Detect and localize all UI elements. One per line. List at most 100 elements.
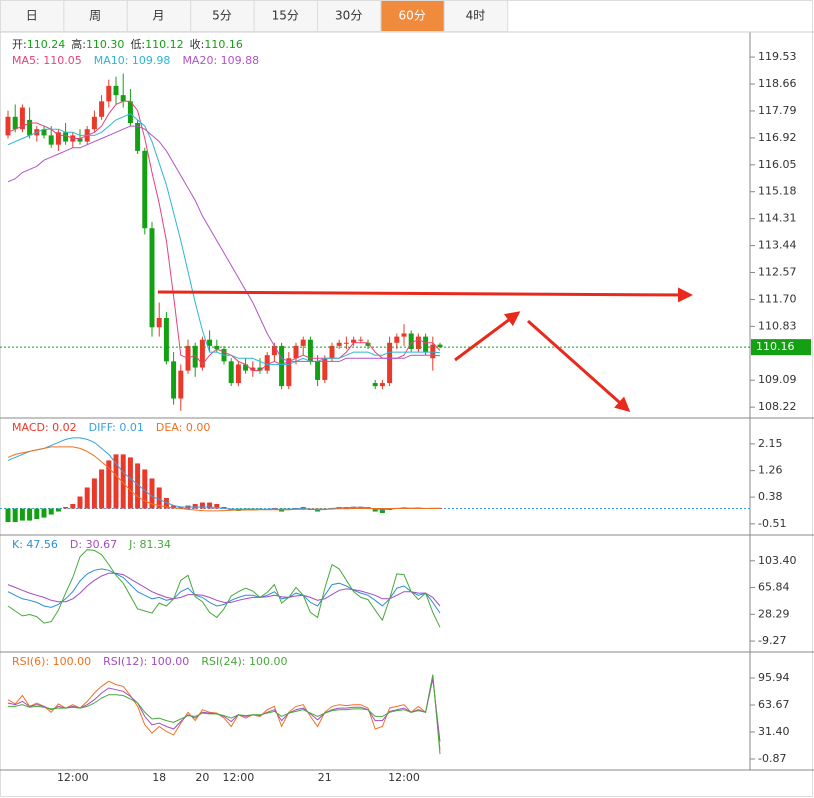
- tab-label[interactable]: 60分: [398, 9, 425, 23]
- legend-entry: DIFF: 0.01: [89, 421, 144, 434]
- tab-label[interactable]: 周: [89, 9, 101, 23]
- candle-body: [178, 370, 184, 399]
- ohlc-label: 高:: [71, 37, 86, 51]
- histogram-bar: [127, 457, 133, 509]
- y-tick-label: 110.83: [758, 319, 797, 332]
- histogram-bar: [178, 507, 184, 509]
- y-tick-label: 1.26: [758, 464, 783, 477]
- candle-body: [286, 358, 292, 387]
- histogram-bar: [63, 507, 69, 509]
- histogram-bar: [149, 478, 155, 509]
- ohlc-value: 110.24: [27, 38, 66, 51]
- candle-body: [106, 85, 112, 102]
- histogram-bar: [135, 463, 141, 509]
- histogram-bar: [5, 508, 11, 523]
- tab-label[interactable]: 30分: [335, 9, 362, 23]
- tab[interactable]: [380, 0, 445, 32]
- tab[interactable]: [317, 0, 382, 32]
- histogram-bar: [163, 498, 169, 509]
- histogram-bar: [379, 508, 385, 514]
- histogram-bar: [214, 504, 220, 509]
- tab[interactable]: [190, 0, 255, 32]
- histogram-bar: [12, 508, 18, 523]
- y-tick-label: -0.87: [758, 752, 786, 765]
- y-tick-label: 31.40: [758, 725, 790, 738]
- candle-body: [19, 107, 25, 130]
- x-tick-label: 12:00: [57, 771, 89, 784]
- histogram-bar: [77, 496, 83, 509]
- legend-entry: MACD: 0.02: [12, 421, 77, 434]
- candle-body: [271, 345, 277, 356]
- annotation-arrow: [527, 319, 631, 412]
- candle-body: [401, 333, 407, 337]
- candle-body: [142, 150, 148, 229]
- histogram-bar: [271, 507, 277, 509]
- x-tick-label: 21: [318, 771, 332, 784]
- tab-label[interactable]: 月: [152, 9, 164, 23]
- y-tick-label: -0.51: [758, 517, 786, 530]
- y-tick-label: 2.15: [758, 437, 783, 450]
- legend-entry: RSI(6): 100.00: [12, 655, 91, 668]
- candle-body: [336, 342, 342, 346]
- tab-label[interactable]: 4时: [466, 9, 486, 23]
- series-line: [7, 549, 441, 628]
- histogram-bar: [84, 487, 90, 509]
- ohlc-label: 低:: [130, 38, 145, 51]
- tab-label[interactable]: 5分: [212, 9, 232, 23]
- candle-body: [408, 333, 414, 349]
- tab[interactable]: [0, 0, 65, 32]
- ohlc-label: 收:: [190, 37, 205, 51]
- y-tick-label: 111.70: [758, 292, 797, 305]
- candle-body: [207, 339, 213, 346]
- candle-body: [156, 318, 162, 328]
- candle-body: [91, 116, 97, 130]
- candle-body: [423, 336, 429, 353]
- candle-body: [279, 345, 285, 387]
- x-tick-label: 18: [152, 771, 166, 784]
- last-price-box: [751, 339, 811, 356]
- candle-body: [307, 339, 313, 362]
- candle-body: [113, 85, 119, 96]
- tab-label[interactable]: 15分: [272, 9, 299, 23]
- candle-body: [199, 339, 205, 368]
- histogram-bar: [207, 502, 213, 509]
- y-tick-label: 103.40: [758, 554, 797, 567]
- y-tick-label: 109.09: [758, 373, 797, 386]
- histogram-bar: [293, 507, 299, 509]
- x-tick-label: 12:00: [223, 771, 255, 784]
- tab-label[interactable]: 日: [26, 9, 38, 23]
- tab[interactable]: [63, 0, 128, 32]
- candle-body: [257, 367, 263, 371]
- y-tick-label: 63.67: [758, 698, 790, 711]
- candle-body: [163, 318, 169, 362]
- legend-entry: DEA: 0.00: [156, 421, 210, 434]
- tab[interactable]: [443, 0, 509, 32]
- ohlc-value: 110.12: [145, 38, 184, 51]
- candle-body: [300, 339, 306, 346]
- histogram-bar: [48, 508, 54, 515]
- legend-entry: MA10: 109.98: [94, 54, 171, 67]
- plot: 日 周 月 5分 15分 30分 60分 4时 119.53 118.66 117.79 116.92…: [0, 0, 811, 784]
- histogram-bar: [171, 505, 177, 509]
- series-line: [7, 113, 441, 365]
- candle-body: [250, 367, 256, 371]
- y-tick-label: 116.92: [758, 131, 797, 144]
- histogram-bar: [142, 469, 148, 509]
- series-line: [7, 568, 441, 614]
- x-tick-label: 12:00: [388, 771, 420, 784]
- candle-body: [127, 101, 133, 124]
- series-line: [8, 674, 441, 755]
- ohlc-value: 110.16: [204, 38, 243, 51]
- annotation-arrow: [157, 287, 693, 303]
- candle-body: [5, 116, 11, 136]
- candle-body: [41, 129, 47, 136]
- histogram-bar: [91, 478, 97, 509]
- y-tick-label: 113.44: [758, 239, 797, 252]
- series-line: [7, 437, 440, 511]
- histogram-bar: [221, 507, 227, 509]
- ohlc-value: 110.30: [86, 38, 125, 51]
- histogram-bar: [55, 508, 61, 512]
- y-tick-label: 95.94: [758, 671, 790, 684]
- series-line: [7, 125, 441, 362]
- series-line: [7, 572, 441, 607]
